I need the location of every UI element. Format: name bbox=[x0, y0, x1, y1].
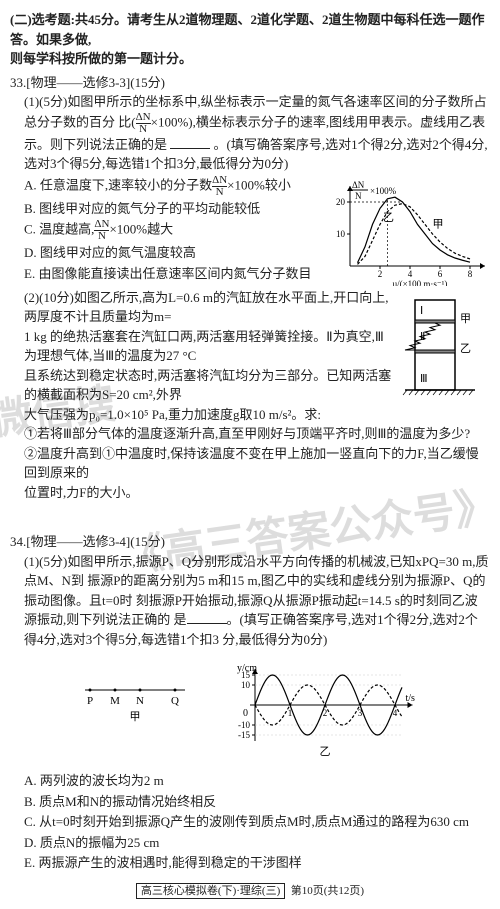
q33-title: 33.[物理——选修3-3](15分) bbox=[10, 73, 490, 93]
q34-graph-yi: -15-1010151234y/cmt/s0乙 bbox=[220, 655, 420, 765]
svg-text:10: 10 bbox=[336, 229, 346, 239]
q33-p2c: 且系统达到稳定状态时,两活塞将汽缸均分为三部分。已知两活塞的横截面积为S=20 … bbox=[24, 366, 490, 405]
svg-text:-10: -10 bbox=[238, 720, 250, 730]
footer-page: 第10页(共12页) bbox=[291, 885, 364, 897]
blank-2 bbox=[187, 611, 227, 624]
svg-text:乙: 乙 bbox=[383, 211, 394, 224]
svg-text:Q: Q bbox=[171, 695, 179, 707]
svg-text:10: 10 bbox=[241, 680, 251, 690]
q34-optE: E. 两振源产生的波相遇时,能得到稳定的干涉图样 bbox=[24, 853, 490, 873]
svg-text:0: 0 bbox=[243, 708, 248, 719]
svg-text:4: 4 bbox=[408, 269, 413, 279]
svg-text:t/s: t/s bbox=[406, 693, 416, 704]
footer-box: 高三核心模拟卷(下)·理综(三) bbox=[136, 883, 285, 899]
q33-p2d: 大气压强为p₀=1.0×10⁵ Pa,重力加速度g取10 m/s²。求: bbox=[24, 405, 490, 425]
q34-p1: (1)(5分)如图甲所示,振源P、Q分别形成沿水平方向传播的机械波,已知xPQ=… bbox=[24, 552, 490, 650]
q34-options: A. 两列波的波长均为2 m B. 质点M和N的振动情况始终相反 C. 从t=0… bbox=[10, 771, 490, 873]
q33-p1-c1: 比( bbox=[118, 114, 135, 129]
q34-optB: B. 质点M和N的振动情况始终相反 bbox=[24, 792, 490, 812]
svg-text:N: N bbox=[136, 695, 144, 707]
header-l1: (二)选考题:共45分。请考生从2道物理题、2道化学题、2道生物题中每科任选一题… bbox=[10, 12, 485, 47]
svg-text:甲: 甲 bbox=[433, 218, 444, 230]
blank-1 bbox=[170, 136, 210, 149]
svg-text:N: N bbox=[355, 191, 362, 201]
svg-text:8: 8 bbox=[468, 269, 473, 279]
svg-text:-15: -15 bbox=[238, 730, 250, 740]
section-header: (二)选考题:共45分。请考生从2道物理题、2道化学题、2道生物题中每科任选一题… bbox=[10, 10, 490, 69]
frac1: ΔNN bbox=[136, 112, 151, 135]
q34-optD: D. 质点N的振幅为25 cm bbox=[24, 833, 490, 853]
q34-diagram-jia: P M N Q 甲 bbox=[80, 655, 190, 725]
q34-title: 34.[物理——选修3-4](15分) bbox=[10, 532, 490, 552]
q33-p2: (2)(10分)如图乙所示,高为L=0.6 m的汽缸放在水平面上,开口向上,两厚… bbox=[24, 288, 490, 503]
svg-text:2: 2 bbox=[378, 269, 383, 279]
q34-p1d: 是 bbox=[174, 612, 187, 627]
q33-graph: 10 20 2 4 6 8 u/(×100 m·s⁻¹) ΔNN ×100% 甲 乙 bbox=[320, 176, 490, 286]
svg-text:甲: 甲 bbox=[130, 711, 141, 723]
q33-p2q1: ①若将Ⅲ部分气体的温度逐渐升高,直至甲刚好与顶端平齐时,则Ⅲ的温度为多少? bbox=[24, 424, 490, 444]
svg-text:×100%: ×100% bbox=[370, 186, 397, 196]
q34-optC: C. 从t=0时刻开始到振源Q产生的波刚传到质点M时,质点M通过的路程为630 … bbox=[24, 812, 490, 832]
svg-text:P: P bbox=[87, 695, 93, 707]
svg-text:ΔN: ΔN bbox=[352, 180, 365, 190]
footer: 高三核心模拟卷(下)·理综(三) 第10页(共12页) bbox=[10, 883, 490, 900]
svg-text:20: 20 bbox=[336, 197, 346, 207]
q34-optA: A. 两列波的波长均为2 m bbox=[24, 771, 490, 791]
header-l2: 则每学科按所做的第一题计分。 bbox=[10, 51, 192, 66]
q33-p2q3: 位置时,力F的大小。 bbox=[24, 483, 490, 503]
q33-p2q2: ②温度升高到①中温度时,保持该温度不变在甲上施加一竖直向下的力F,当乙缓慢回到原… bbox=[24, 444, 490, 483]
svg-text:乙: 乙 bbox=[320, 745, 331, 758]
svg-text:6: 6 bbox=[438, 269, 443, 279]
q33-p2a: (2)(10分)如图乙所示,高为L=0.6 m的汽缸放在水平面上,开口向上,两厚… bbox=[24, 288, 490, 327]
q34-p1f: 分,最低得分为0分) bbox=[222, 632, 327, 647]
q33-p1: (1)(5分)如图甲所示的坐标系中,纵坐标表示一定量的氮气各速率区间的分子数所占… bbox=[24, 92, 490, 174]
q33-p2b: 1 kg 的绝热活塞套在汽缸口两,两活塞用轻弹簧拴接。Ⅱ为真空,Ⅲ为理想气体,当… bbox=[24, 327, 490, 366]
svg-text:M: M bbox=[110, 695, 120, 707]
svg-text:y/cm: y/cm bbox=[237, 663, 257, 674]
svg-text:u/(×100 m·s⁻¹): u/(×100 m·s⁻¹) bbox=[393, 279, 448, 286]
